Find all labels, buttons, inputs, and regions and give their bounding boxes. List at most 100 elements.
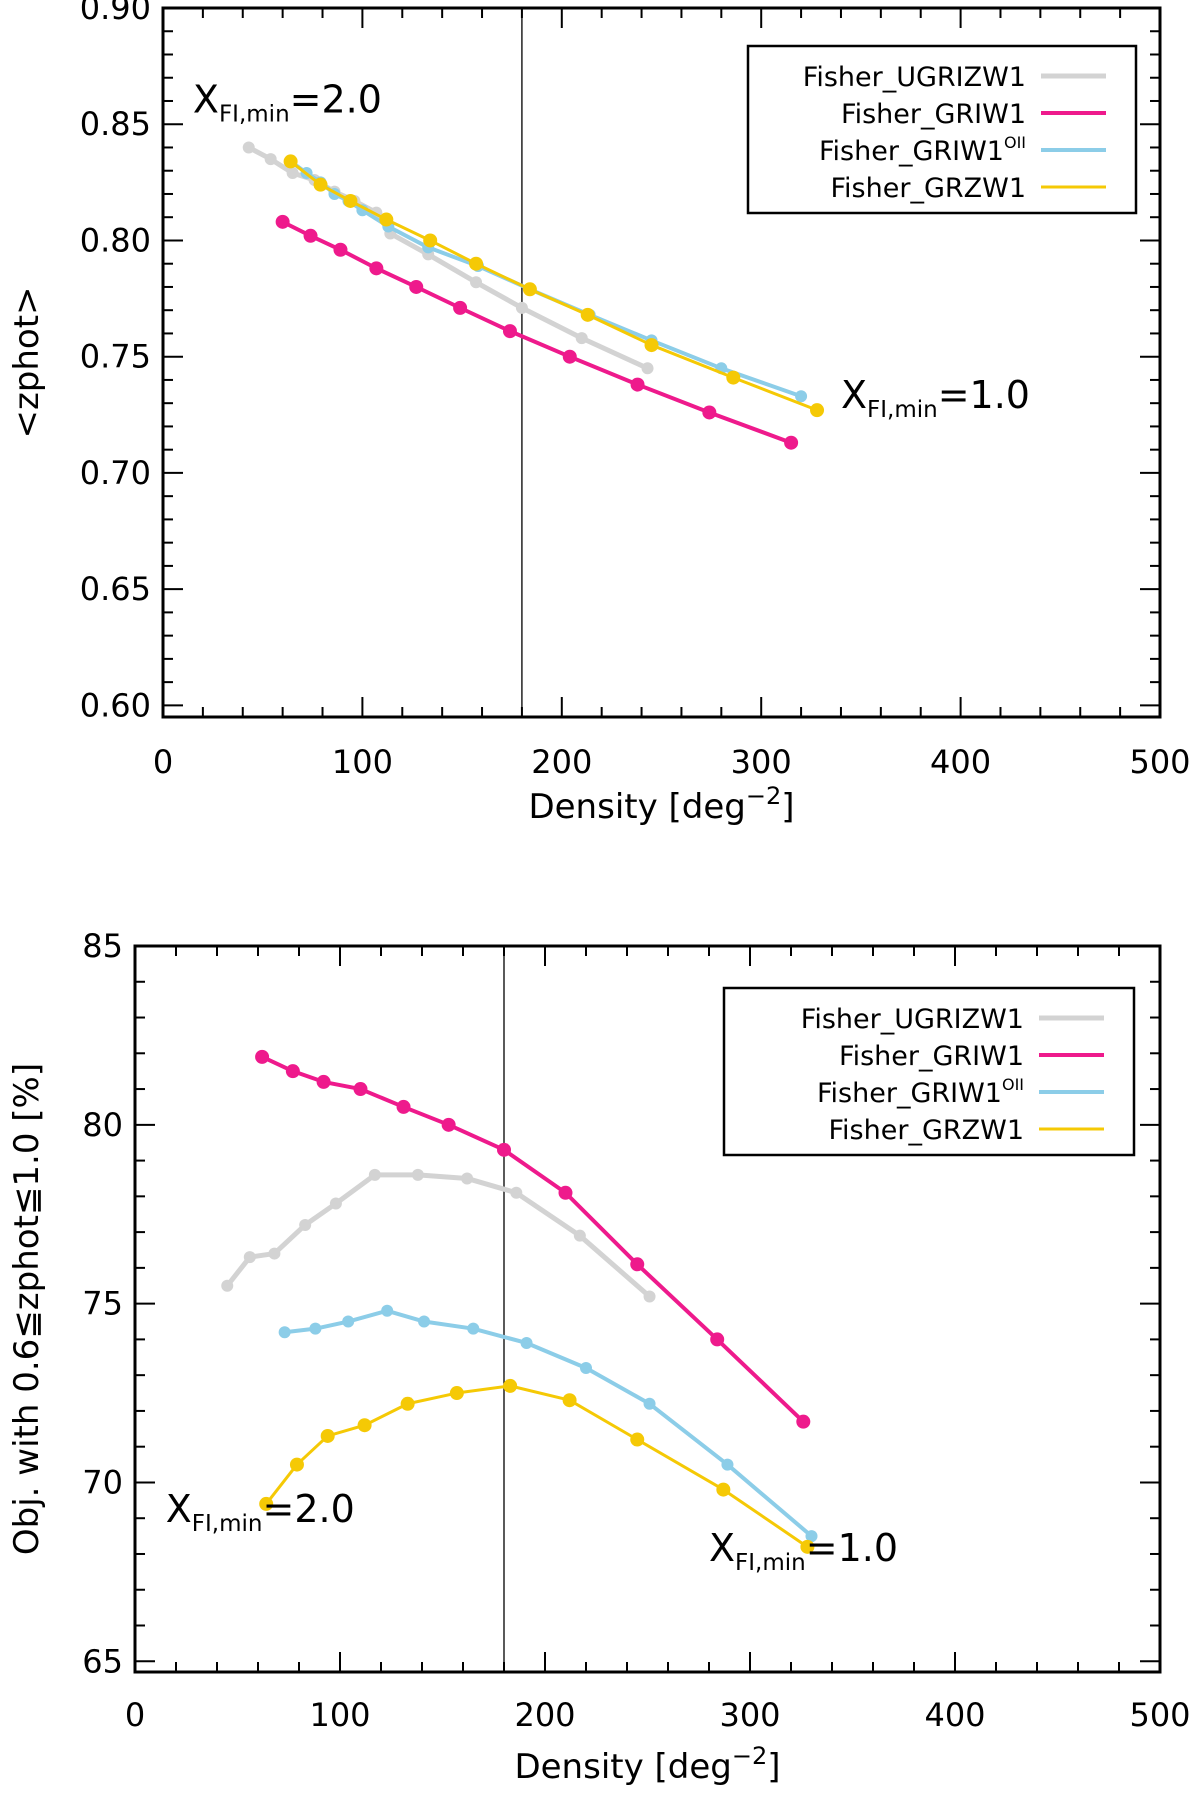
data-point-Fisher_GRIW1 [710, 1332, 725, 1347]
x-tick-label: 200 [514, 1696, 575, 1734]
data-point-Fisher_GRIW1 [784, 435, 799, 450]
legend-label: Fisher_GRIW1OII [819, 133, 1026, 167]
data-point-Fisher_GRIW1_OII [580, 1362, 592, 1375]
data-point-Fisher_UGRIZW1 [641, 362, 654, 375]
data-point-Fisher_GRIW1_OII [309, 1322, 322, 1335]
data-point-Fisher_GRZW1 [259, 1496, 274, 1511]
data-point-Fisher_GRZW1 [400, 1396, 415, 1411]
y-tick-label: 85 [82, 927, 123, 965]
data-point-Fisher_UGRIZW1 [461, 1172, 474, 1185]
data-point-Fisher_GRIW1 [316, 1074, 331, 1089]
data-point-Fisher_GRZW1 [800, 1539, 815, 1554]
data-point-Fisher_GRZW1 [283, 154, 298, 169]
data-point-Fisher_GRIW1 [275, 214, 290, 229]
data-point-Fisher_UGRIZW1 [510, 1186, 523, 1199]
series-line-Fisher_GRIW1_OII [289, 159, 802, 399]
y-axis-title: Obj. with 0.6≦zphot≦1.0 [%] [7, 1063, 47, 1555]
data-point-Fisher_GRIW1_OII [805, 1530, 818, 1543]
data-point-Fisher_GRZW1 [357, 1418, 372, 1433]
data-point-Fisher_GRZW1 [320, 1428, 335, 1443]
annotation-label: XFI,min=1.0 [841, 373, 1030, 423]
annotation-label: XFI,min=1.0 [709, 1526, 898, 1576]
data-point-Fisher_UGRIZW1 [575, 332, 588, 345]
x-tick-label: 400 [924, 1696, 985, 1734]
data-point-Fisher_GRIW1_OII [795, 390, 808, 403]
data-point-Fisher_GRIW1 [497, 1142, 511, 1157]
series-line-Fisher_GRIW1 [261, 1055, 805, 1424]
x-axis-title: Density [deg−2] [528, 782, 794, 827]
data-point-Fisher_GRIW1 [702, 405, 717, 420]
data-point-Fisher_GRIW1 [630, 377, 645, 392]
y-tick-label: 0.80 [80, 221, 151, 259]
y-axis-title: <zphot> [7, 286, 47, 438]
x-tick-label: 300 [719, 1696, 780, 1734]
annotation-label: XFI,min=2.0 [166, 1487, 355, 1537]
plot-frame [133, 944, 1162, 1674]
data-point-Fisher_GRIW1_OII [278, 1326, 291, 1339]
data-point-Fisher_GRIW1_OII [381, 1304, 394, 1317]
data-point-Fisher_GRIW1 [255, 1049, 270, 1064]
data-point-Fisher_GRZW1 [503, 1378, 518, 1393]
data-point-Fisher_GRZW1 [313, 177, 328, 192]
x-axis-title: Density [deg−2] [514, 1742, 780, 1787]
data-point-Fisher_GRIW1_OII [418, 1315, 431, 1328]
y-tick-label: 80 [82, 1106, 123, 1144]
data-point-Fisher_GRIW1_OII [520, 1336, 533, 1349]
data-point-Fisher_GRZW1 [522, 282, 537, 297]
x-tick-label: 500 [1129, 1696, 1190, 1734]
data-point-Fisher_GRIW1 [333, 242, 348, 257]
series-line-Fisher_UGRIZW1 [225, 1172, 652, 1299]
data-point-Fisher_GRZW1 [379, 212, 394, 227]
y-tick-label: 75 [82, 1285, 123, 1323]
data-point-Fisher_UGRIZW1 [243, 1251, 256, 1264]
data-point-Fisher_UGRIZW1 [329, 1197, 342, 1210]
data-point-Fisher_UGRIZW1 [411, 1168, 424, 1181]
data-point-Fisher_GRZW1 [562, 1393, 577, 1408]
data-point-Fisher_GRIW1 [396, 1099, 411, 1114]
y-tick-label: 70 [82, 1463, 123, 1501]
data-point-Fisher_UGRIZW1 [268, 1247, 281, 1260]
data-point-Fisher_GRZW1 [810, 403, 825, 418]
data-point-Fisher_GRZW1 [716, 1482, 731, 1497]
x-tick-label: 200 [531, 743, 592, 781]
data-point-Fisher_UGRIZW1 [286, 167, 299, 180]
data-point-Fisher_GRIW1 [558, 1185, 573, 1200]
legend-label: Fisher_GRIW1OII [817, 1075, 1024, 1109]
legend-label: Fisher_GRIW1 [841, 99, 1026, 130]
data-point-Fisher_GRIW1_OII [467, 1322, 480, 1335]
plot-frame [161, 6, 1162, 719]
data-point-Fisher_GRIW1 [562, 349, 577, 364]
y-tick-label: 0.85 [80, 105, 151, 143]
data-point-Fisher_UGRIZW1 [368, 1168, 381, 1181]
data-point-Fisher_UGRIZW1 [573, 1229, 586, 1242]
data-point-Fisher_UGRIZW1 [221, 1279, 234, 1292]
legend-label: Fisher_GRZW1 [830, 173, 1026, 204]
y-tick-label: 0.90 [80, 0, 151, 27]
data-point-Fisher_GRIW1 [285, 1064, 300, 1079]
data-point-Fisher_GRIW1 [796, 1414, 811, 1429]
data-point-Fisher_GRZW1 [343, 193, 358, 208]
chart-bottom: 0 100 200 300 400 500 65 70 75 80 85 Density [deg−2… [7, 927, 1191, 1787]
data-point-Fisher_GRZW1 [630, 1432, 645, 1447]
legend-label: Fisher_UGRIZW1 [803, 62, 1026, 93]
data-point-Fisher_GRIW1 [409, 279, 424, 294]
data-point-Fisher_GRIW1 [353, 1082, 368, 1097]
data-point-Fisher_UGRIZW1 [515, 301, 528, 314]
x-tick-label: 0 [125, 1696, 145, 1734]
data-point-Fisher_UGRIZW1 [643, 1290, 656, 1303]
legend-label: Fisher_GRIW1 [839, 1041, 1024, 1072]
data-point-Fisher_GRIW1 [441, 1117, 456, 1132]
x-tick-label: 300 [731, 743, 792, 781]
legend-label: Fisher_UGRIZW1 [801, 1004, 1024, 1035]
data-point-Fisher_UGRIZW1 [470, 276, 483, 289]
x-tick-label: 400 [930, 743, 991, 781]
data-point-Fisher_GRIW1 [303, 228, 318, 243]
y-tick-label: 0.60 [80, 686, 151, 724]
x-tick-label: 100 [332, 743, 393, 781]
y-tick-label: 0.65 [80, 570, 151, 608]
data-point-Fisher_UGRIZW1 [242, 141, 255, 154]
x-tick-label: 500 [1129, 743, 1190, 781]
data-point-Fisher_GRIW1_OII [721, 1458, 734, 1471]
x-tick-label: 100 [309, 1696, 370, 1734]
annotation-label: XFI,min=2.0 [193, 78, 382, 128]
